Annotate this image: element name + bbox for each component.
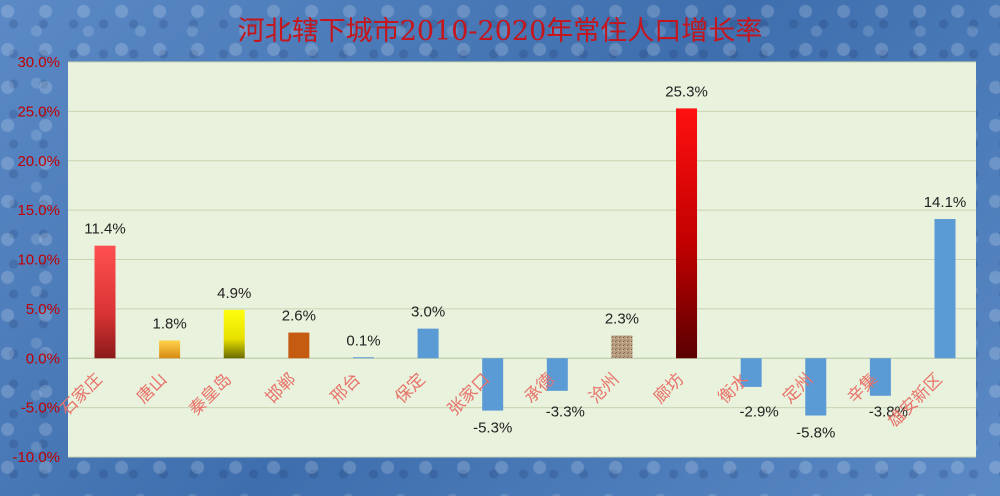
y-tick-label: 5.0%	[26, 301, 60, 318]
bar	[805, 358, 827, 416]
data-label: 25.3%	[665, 83, 708, 100]
data-label: -3.3%	[546, 403, 585, 420]
data-label: -5.3%	[473, 420, 512, 437]
bar	[223, 309, 245, 359]
data-label: -2.9%	[740, 403, 779, 420]
bars	[94, 108, 956, 416]
y-tick-label: -5.0%	[21, 400, 60, 417]
bar	[94, 245, 116, 359]
y-tick-label: 10.0%	[17, 252, 60, 269]
data-labels: 11.4% 1.8% 4.9% 2.6% 0.1% 3.0% -5.3% -3.3% 2.3% 2…	[84, 83, 966, 441]
bar	[740, 358, 762, 387]
bar	[482, 358, 504, 411]
bar	[869, 358, 891, 396]
bar	[159, 340, 181, 359]
data-label: 2.6%	[282, 308, 316, 325]
gridlines	[68, 61, 976, 458]
data-label: 14.1%	[924, 194, 967, 211]
data-label: 1.8%	[153, 315, 187, 332]
data-label: -5.8%	[796, 425, 835, 442]
bar	[352, 357, 374, 359]
data-label: 2.3%	[605, 311, 639, 328]
data-label: 3.0%	[411, 304, 445, 321]
y-tick-label: 25.0%	[17, 103, 60, 120]
bar	[676, 108, 698, 359]
bar	[546, 358, 568, 391]
y-tick-label: 0.0%	[26, 350, 60, 367]
y-tick-label: 15.0%	[17, 202, 60, 219]
data-label: 11.4%	[84, 221, 125, 238]
y-tick-label: -10.0%	[12, 449, 60, 466]
bar	[934, 219, 956, 359]
y-tick-label: 20.0%	[17, 153, 60, 170]
data-label: -3.8%	[869, 403, 908, 420]
y-tick-label: 30.0%	[17, 54, 60, 71]
y-axis-ticks: -10.0% -5.0% 0.0% 5.0% 10.0% 15.0% 20.0% 25.0% 3…	[12, 54, 60, 466]
data-label: 4.9%	[217, 285, 251, 302]
bar	[417, 328, 439, 359]
chart-title: 河北辖下城市2010-2020年常住人口增长率	[238, 16, 763, 47]
bar	[288, 332, 310, 359]
bar	[611, 335, 633, 359]
data-label: 0.1%	[346, 332, 380, 349]
